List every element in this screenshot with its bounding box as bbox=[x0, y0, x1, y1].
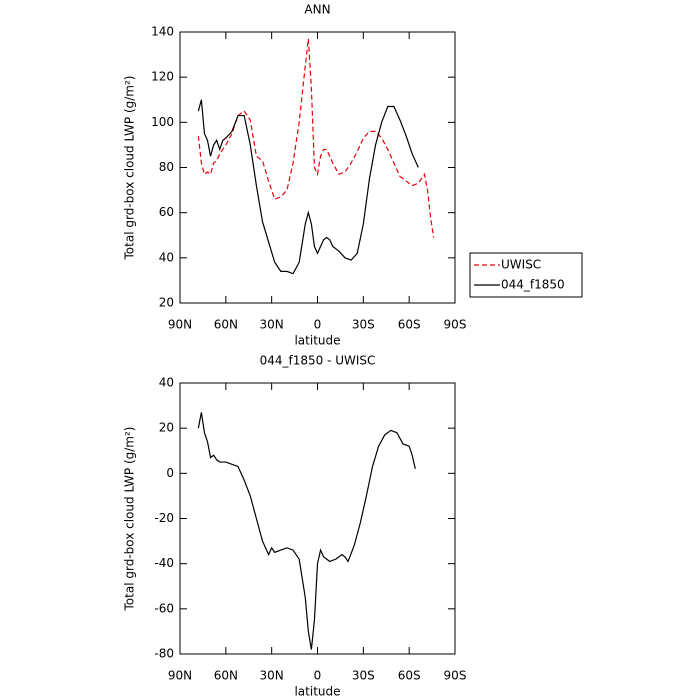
chart-title: 044_f1850 - UWISC bbox=[260, 354, 376, 368]
y-tick-label: 120 bbox=[151, 70, 174, 84]
plot-frame bbox=[179, 31, 456, 304]
x-axis-label: latitude bbox=[294, 334, 340, 348]
y-tick-label: 80 bbox=[159, 160, 174, 174]
x-tick-label: 60S bbox=[398, 669, 421, 683]
legend-label: UWISC bbox=[501, 258, 541, 272]
x-tick-label: 90N bbox=[168, 669, 192, 683]
y-tick-label: 0 bbox=[166, 466, 174, 480]
x-tick-label: 60N bbox=[214, 318, 238, 332]
y-tick-label: 100 bbox=[151, 115, 174, 129]
x-tick-label: 30S bbox=[352, 669, 375, 683]
y-tick-label: 40 bbox=[159, 250, 174, 264]
x-tick-label: 30N bbox=[260, 318, 284, 332]
y-tick-label: 60 bbox=[159, 205, 174, 219]
x-tick-label: 60S bbox=[398, 318, 421, 332]
x-axis-label: latitude bbox=[294, 685, 340, 699]
y-tick-label: -20 bbox=[154, 511, 174, 525]
y-tick-label: 20 bbox=[159, 421, 174, 435]
y-axis-label: Total grd-box cloud LWP (g/m²) bbox=[123, 76, 137, 261]
y-tick-label: -60 bbox=[154, 601, 174, 615]
x-tick-label: 90N bbox=[168, 318, 192, 332]
y-tick-label: -40 bbox=[154, 556, 174, 570]
y-tick-label: 140 bbox=[151, 25, 174, 39]
data-line bbox=[197, 412, 416, 650]
y-tick-label: 20 bbox=[159, 296, 174, 310]
x-tick-label: 0 bbox=[314, 669, 322, 683]
x-tick-label: 90S bbox=[444, 318, 467, 332]
x-tick-label: 90S bbox=[444, 669, 467, 683]
x-tick-label: 30S bbox=[352, 318, 375, 332]
chart-title: ANN bbox=[304, 3, 330, 17]
data-line bbox=[197, 38, 435, 238]
y-tick-label: 40 bbox=[159, 376, 174, 390]
data-line bbox=[197, 99, 419, 275]
y-axis-label: Total grd-box cloud LWP (g/m²) bbox=[123, 427, 137, 612]
legend-label: 044_f1850 bbox=[501, 278, 565, 292]
y-tick-label: -80 bbox=[154, 647, 174, 661]
x-tick-label: 0 bbox=[314, 318, 322, 332]
legend-box bbox=[469, 252, 583, 298]
x-tick-label: 30N bbox=[260, 669, 284, 683]
x-tick-label: 60N bbox=[214, 669, 238, 683]
plot-frame bbox=[179, 382, 456, 655]
